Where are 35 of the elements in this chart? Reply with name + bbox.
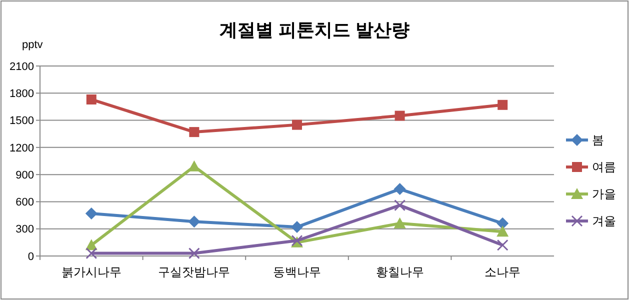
x-tick-label: 구실잣밤나무 bbox=[158, 265, 230, 279]
y-axis-title: pptv bbox=[22, 39, 44, 51]
point bbox=[188, 248, 200, 260]
legend-label: 가을 bbox=[592, 187, 616, 202]
point bbox=[496, 217, 509, 230]
point bbox=[394, 183, 406, 196]
point bbox=[292, 120, 302, 130]
y-tick-label: 1800 bbox=[10, 88, 34, 100]
point bbox=[291, 221, 303, 234]
point bbox=[86, 94, 96, 104]
point bbox=[86, 248, 98, 260]
x-tick-label: 소나무 bbox=[484, 265, 521, 279]
y-tick-label: 0 bbox=[28, 250, 34, 263]
point bbox=[188, 216, 200, 228]
y-tick-label: 900 bbox=[16, 169, 34, 182]
chart-title: 계절별 피톤치드 발산량 bbox=[219, 20, 410, 40]
y-tick-label: 600 bbox=[16, 196, 34, 209]
point bbox=[496, 239, 508, 251]
point bbox=[85, 207, 98, 220]
point bbox=[498, 100, 508, 110]
point bbox=[394, 217, 406, 228]
y-tick-label: 300 bbox=[16, 224, 34, 236]
legend-label: 겨울 bbox=[592, 214, 616, 228]
point bbox=[189, 127, 200, 138]
point bbox=[496, 226, 509, 237]
x-tick-label: 붉가시나무 bbox=[61, 265, 122, 279]
point bbox=[394, 110, 405, 121]
legend-label: 여름 bbox=[592, 160, 616, 174]
x-tick-label: 황칠나무 bbox=[376, 265, 424, 279]
y-tick-label: 1200 bbox=[10, 142, 34, 154]
legend-label: 봄 bbox=[592, 133, 604, 148]
x-tick-label: 동백나무 bbox=[273, 265, 321, 279]
point bbox=[394, 200, 406, 212]
y-tick-label: 2100 bbox=[10, 60, 34, 73]
y-tick-label: 1500 bbox=[10, 115, 34, 128]
